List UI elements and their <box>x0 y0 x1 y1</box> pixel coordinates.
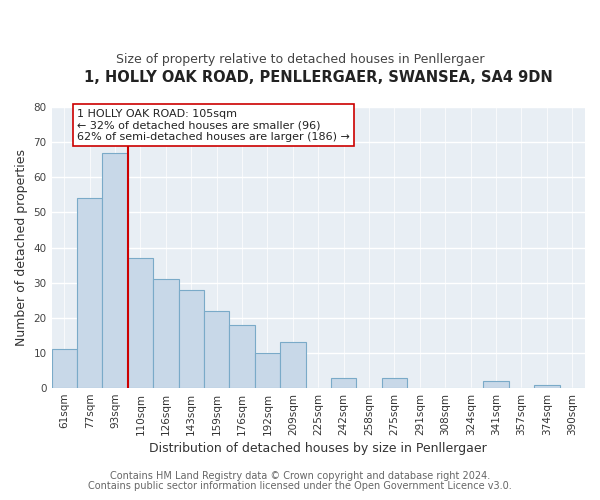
Bar <box>280 342 305 388</box>
Title: 1, HOLLY OAK ROAD, PENLLERGAER, SWANSEA, SA4 9DN: 1, HOLLY OAK ROAD, PENLLERGAER, SWANSEA,… <box>84 70 553 85</box>
Y-axis label: Number of detached properties: Number of detached properties <box>15 149 28 346</box>
Bar <box>204 311 229 388</box>
Text: Size of property relative to detached houses in Penllergaer: Size of property relative to detached ho… <box>116 52 484 66</box>
Bar <box>153 279 179 388</box>
X-axis label: Distribution of detached houses by size in Penllergaer: Distribution of detached houses by size … <box>149 442 487 455</box>
Bar <box>534 384 560 388</box>
Text: Contains HM Land Registry data © Crown copyright and database right 2024.: Contains HM Land Registry data © Crown c… <box>110 471 490 481</box>
Bar <box>255 353 280 388</box>
Text: Contains public sector information licensed under the Open Government Licence v3: Contains public sector information licen… <box>88 481 512 491</box>
Text: 1 HOLLY OAK ROAD: 105sqm
← 32% of detached houses are smaller (96)
62% of semi-d: 1 HOLLY OAK ROAD: 105sqm ← 32% of detach… <box>77 109 350 142</box>
Bar <box>229 325 255 388</box>
Bar <box>77 198 103 388</box>
Bar <box>331 378 356 388</box>
Bar <box>52 350 77 388</box>
Bar <box>382 378 407 388</box>
Bar <box>484 381 509 388</box>
Bar <box>128 258 153 388</box>
Bar <box>103 152 128 388</box>
Bar <box>179 290 204 388</box>
